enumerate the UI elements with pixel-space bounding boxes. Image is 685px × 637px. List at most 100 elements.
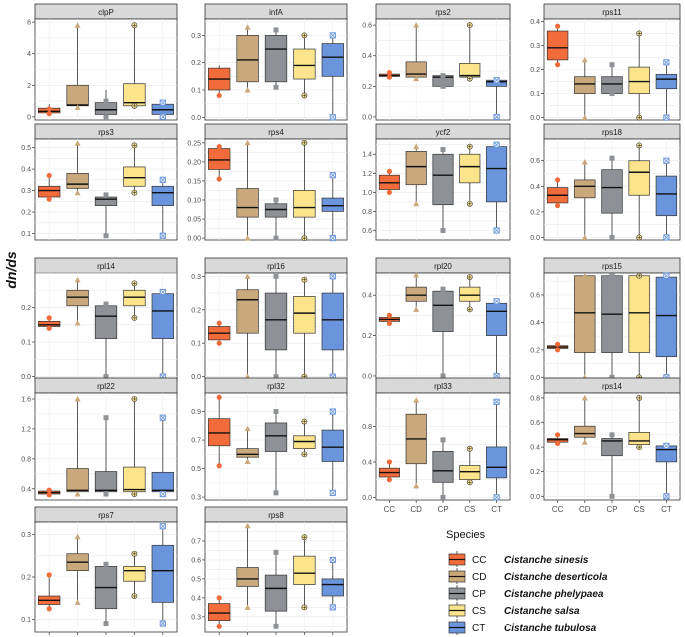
data-point-mark: [160, 233, 166, 238]
box-CC: [38, 104, 61, 117]
y-tick-label: 0.4: [362, 53, 372, 60]
box-CS: [628, 395, 650, 451]
box-body: [208, 418, 231, 447]
data-point: [386, 312, 392, 318]
box-CT: [151, 414, 174, 498]
y-tick-label: 0.8: [21, 456, 31, 463]
data-point-mark: [494, 495, 499, 500]
data-point: [273, 197, 279, 203]
box-body: [66, 468, 89, 493]
panel-title: rps4: [268, 128, 284, 137]
x-tick-label: CC: [384, 505, 396, 514]
data-point: [609, 234, 615, 240]
box-body: [264, 574, 288, 612]
data-point: [440, 83, 446, 89]
y-tick-label: 0.1: [191, 87, 201, 94]
legend-entry-CT: CT Cistanche tubulosa: [448, 619, 597, 635]
x-tick-label: CT: [661, 505, 672, 514]
data-point: [46, 572, 52, 578]
box-CD: [66, 22, 89, 110]
panel-infA: infA 0.0 0.1 0.2 0.3: [191, 3, 348, 122]
box-CT: [151, 523, 174, 627]
box-body: [655, 175, 678, 217]
box-body: [486, 446, 508, 479]
data-point-mark: [664, 273, 669, 279]
data-point: [440, 373, 446, 379]
y-tick-label: 0.8: [362, 209, 372, 216]
data-point-mark: [330, 172, 336, 178]
panel-title: rps14: [602, 382, 623, 391]
panel-title: rpl22: [97, 382, 115, 391]
y-tick-label: 0.3: [191, 274, 201, 281]
y-tick-label: 0.15: [187, 178, 201, 185]
y-tick-label: 0.3: [191, 614, 201, 621]
box-CS: [459, 143, 481, 207]
data-point: [216, 144, 222, 150]
box-body: [264, 203, 288, 218]
data-point: [216, 463, 222, 469]
box-CT: [321, 556, 344, 611]
data-point: [46, 172, 52, 179]
box-body: [151, 471, 174, 493]
data-point: [609, 273, 615, 279]
data-point: [46, 487, 52, 493]
data-point: [273, 409, 279, 415]
y-tick-label: 4: [27, 51, 31, 58]
y-tick-label: 0.0: [530, 235, 540, 242]
panel-ycf2: ycf2 0.6 0.8 1.0 1.2 1.4: [362, 123, 511, 241]
data-point: [103, 415, 109, 421]
data-point: [273, 490, 279, 496]
data-point-mark: [494, 298, 499, 304]
data-point: [273, 623, 279, 629]
box-CP: [264, 409, 288, 496]
data-point: [386, 459, 392, 465]
box-CD: [574, 394, 596, 445]
box-body: [236, 188, 259, 218]
box-body: [208, 148, 231, 170]
box-CP: [432, 286, 454, 379]
data-point: [103, 374, 109, 380]
data-point-mark: [330, 605, 336, 610]
box-CD: [236, 273, 259, 380]
box-body: [601, 76, 623, 94]
data-point: [609, 155, 615, 161]
box-CT: [321, 273, 344, 380]
data-point: [244, 139, 251, 146]
data-point: [413, 306, 420, 312]
panel-grid: clpP 0 2 4 6 infA 0.0 0.1 0.2 0.3 rps2 0.0 0.2 0.4 0.6…: [21, 3, 681, 635]
box-CD: [574, 159, 596, 240]
box-CP: [264, 27, 288, 90]
box-CP: [94, 415, 118, 497]
data-point: [244, 86, 251, 93]
data-point: [103, 491, 109, 497]
y-tick-label: 0.0: [530, 115, 540, 122]
box-body: [264, 422, 288, 452]
y-tick-label: 0.2: [530, 67, 540, 74]
box-CC: [378, 168, 400, 195]
data-point: [413, 22, 420, 28]
data-point-mark: [494, 114, 499, 120]
data-point-mark: [160, 491, 166, 497]
y-tick-label: 0: [27, 114, 31, 121]
legend-code: CC: [472, 555, 486, 566]
data-point: [216, 340, 222, 346]
box-body: [628, 160, 650, 196]
data-point: [440, 437, 446, 443]
y-tick-label: 0.4: [21, 167, 31, 174]
y-tick-label: 0.2: [21, 210, 31, 217]
data-point: [103, 98, 109, 104]
data-point: [74, 599, 81, 605]
panel-title: rps11: [602, 8, 622, 17]
box-CT: [486, 77, 508, 121]
box-CC: [378, 459, 400, 483]
box-body: [546, 30, 569, 61]
data-point: [555, 347, 561, 353]
x-tick-label: CP: [606, 505, 617, 514]
box-body: [151, 544, 174, 603]
box-body: [293, 435, 316, 449]
x-tick-label: CD: [410, 505, 422, 514]
legend-species-name: Cistanche phelypaea: [504, 589, 604, 600]
data-point: [413, 482, 420, 489]
data-point: [386, 168, 392, 174]
data-point-mark: [494, 373, 499, 379]
